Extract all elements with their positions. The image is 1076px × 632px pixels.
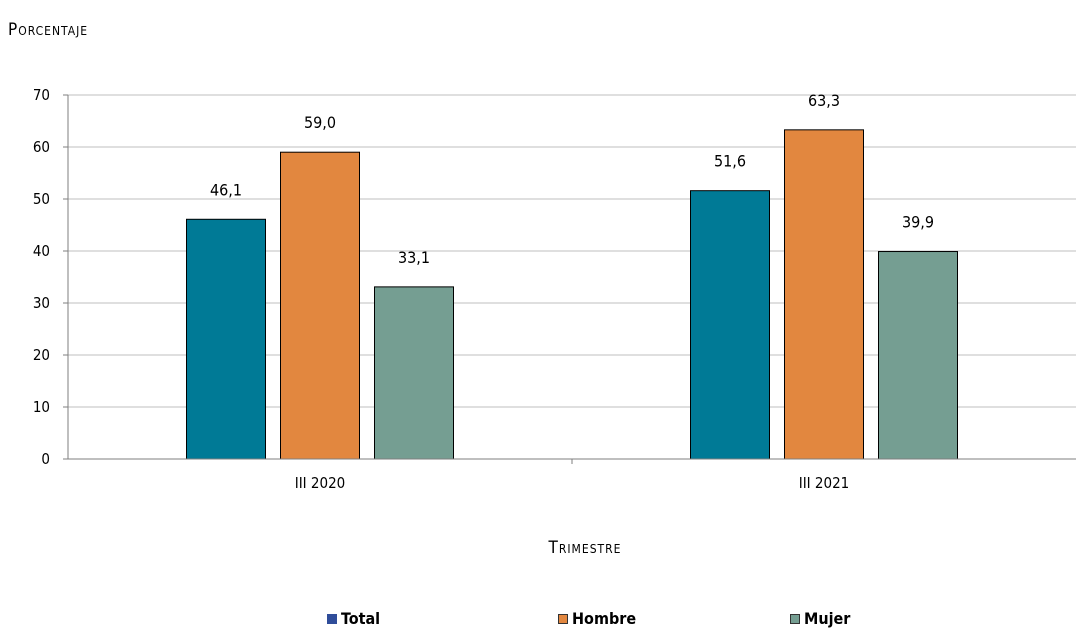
bar-hombre-1 (784, 129, 864, 460)
y-tick-label-60: 60 (33, 138, 50, 156)
data-label-hombre-1: 63,3 (808, 91, 840, 110)
data-label-total-1: 51,6 (714, 152, 746, 171)
bar-total-0 (186, 218, 266, 460)
bar-mujer-0 (374, 286, 454, 460)
y-tick-label-20: 20 (33, 346, 50, 364)
x-tick-label-0: III 2020 (295, 474, 346, 492)
legend-label-mujer: Mujer (804, 609, 851, 628)
axes: 0 10 20 30 40 50 60 70 III 2020 III 2021 (33, 86, 1076, 492)
y-tick-label-40: 40 (33, 242, 50, 260)
legend-item-total: Total (327, 609, 380, 628)
y-tick-label-50: 50 (33, 190, 50, 208)
y-tick-label-0: 0 (41, 450, 50, 468)
x-tick-label-1: III 2021 (799, 474, 850, 492)
data-label-total-0: 46,1 (210, 180, 242, 199)
bar-chart: 0 10 20 30 40 50 60 70 III 2020 III 2021 46,1 59,0… (33, 86, 1076, 492)
legend-item-mujer: Mujer (790, 609, 850, 628)
data-label-mujer-1: 39,9 (902, 213, 934, 232)
y-tick-label-70: 70 (33, 86, 50, 104)
data-label-mujer-0: 33,1 (398, 248, 430, 267)
y-tick-label-10: 10 (33, 398, 50, 416)
y-tick-label-30: 30 (33, 294, 50, 312)
legend-swatch-hombre (558, 613, 568, 624)
legend-label-hombre: Hombre (572, 609, 637, 628)
legend-swatch-total (327, 613, 337, 624)
legend-item-hombre: Hombre (558, 609, 636, 628)
x-axis-title: Trimestre (548, 538, 622, 558)
y-axis-title: Porcentaje (8, 20, 89, 40)
legend-swatch-mujer (790, 613, 800, 624)
bar-hombre-0 (280, 151, 360, 460)
bars (186, 129, 958, 460)
data-label-hombre-0: 59,0 (304, 113, 336, 132)
bar-total-1 (690, 190, 770, 460)
bar-mujer-1 (878, 251, 958, 460)
data-labels: 46,1 59,0 33,1 51,6 63,3 39,9 (210, 91, 934, 267)
legend-label-total: Total (341, 609, 381, 628)
